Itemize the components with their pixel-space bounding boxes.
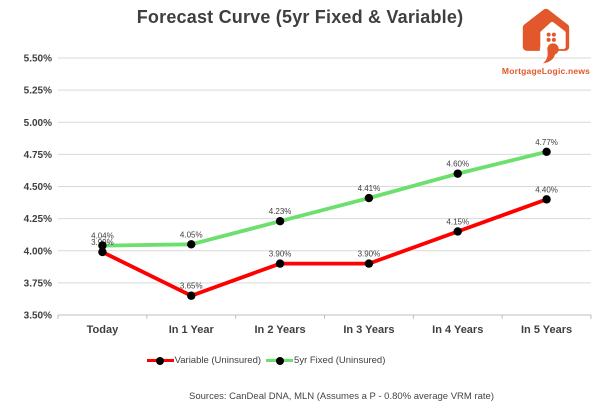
data-point-marker (187, 240, 196, 249)
mortgagelogic-logo: MortgageLogic.news (494, 6, 598, 76)
data-point-label: 3.90% (269, 250, 292, 259)
y-axis-tick-label: 5.00% (24, 118, 52, 129)
legend-marker-dot (275, 356, 284, 365)
legend-label: 5yr Fixed (Uninsured) (294, 355, 386, 366)
data-point-marker (98, 241, 107, 250)
x-axis-category-label: In 4 Years (432, 324, 483, 336)
x-axis-category-label: In 2 Years (254, 324, 305, 336)
x-axis-category-label: In 3 Years (343, 324, 394, 336)
y-axis-tick-label: 4.25% (24, 214, 52, 225)
y-axis-tick-label: 3.50% (24, 311, 52, 322)
data-point-marker (453, 227, 462, 236)
data-point-label: 4.41% (358, 184, 381, 193)
data-point-label: 3.90% (358, 250, 381, 259)
y-axis-tick-label: 3.75% (24, 278, 52, 289)
legend-marker (146, 356, 174, 365)
data-point-marker (187, 291, 196, 300)
data-point-label: 4.60% (446, 160, 469, 169)
data-point-marker (542, 195, 551, 204)
chart-title: Forecast Curve (5yr Fixed & Variable) (136, 7, 464, 27)
legend-item: 5yr Fixed (Uninsured) (266, 355, 385, 366)
data-point-label: 4.04% (91, 232, 114, 241)
x-axis-category-label: In 1 Year (169, 324, 215, 336)
data-point-label: 3.65% (180, 282, 203, 291)
x-axis-category-label: In 5 Years (521, 324, 572, 336)
legend-item: Variable (Uninsured) (146, 355, 262, 366)
legend-marker (266, 356, 294, 365)
y-axis-tick-label: 4.50% (24, 182, 52, 193)
data-point-marker (364, 193, 374, 203)
data-point-marker (275, 259, 285, 268)
chart-legend: Variable (Uninsured) 5yr Fixed (Uninsured… (0, 355, 566, 366)
data-point-marker (275, 216, 285, 226)
data-point-marker (453, 169, 462, 178)
logo-wordmark: MortgageLogic.news (501, 66, 591, 76)
data-point-marker (542, 147, 551, 157)
data-point-label: 4.40% (535, 185, 558, 194)
data-point-label: 4.77% (535, 138, 558, 147)
y-axis-tick-label: 5.25% (24, 86, 52, 97)
y-axis-tick-label: 5.50% (24, 54, 52, 65)
legend-label: Variable (Uninsured) (174, 355, 262, 366)
legend-marker-dot (156, 356, 165, 365)
x-axis-category-label: Today (87, 324, 119, 336)
sources-note: Sources: CanDeal DNA, MLN (Assumes a P -… (189, 391, 494, 402)
y-axis-tick-label: 4.75% (24, 150, 52, 161)
data-point-marker (364, 259, 374, 268)
y-axis-tick-label: 4.00% (24, 246, 52, 257)
data-point-label: 4.23% (269, 207, 292, 216)
variable-uninsured--line (100, 197, 549, 298)
5yr-fixed-uninsured--line (100, 149, 549, 248)
data-point-marker (98, 247, 107, 257)
data-point-label: 4.15% (446, 217, 469, 226)
house-logo-icon (522, 8, 570, 64)
data-point-label: 4.05% (180, 230, 203, 239)
